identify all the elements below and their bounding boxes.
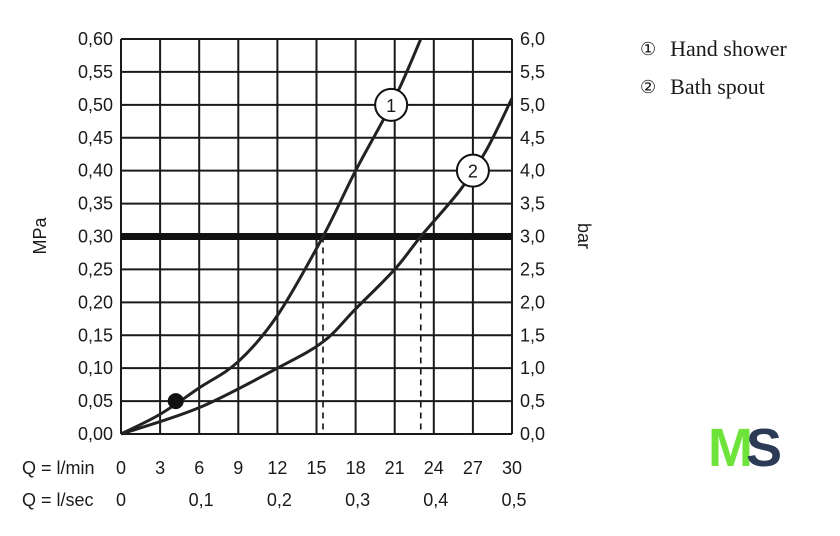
x2-tick-label: 0,4 bbox=[423, 490, 448, 510]
x-axis-label-lmin: Q = l/min bbox=[22, 458, 95, 478]
y-tick-label: 0,55 bbox=[78, 62, 113, 82]
y2-tick-label: 2,0 bbox=[520, 292, 545, 312]
curve-marker-1: 1 bbox=[374, 87, 409, 122]
logo-letter-s: S bbox=[746, 420, 782, 472]
y-tick-label: 0,50 bbox=[78, 95, 113, 115]
y2-tick-label: 1,5 bbox=[520, 325, 545, 345]
tick-labels-group: 0,000,050,100,150,200,250,300,350,400,45… bbox=[78, 29, 545, 510]
legend: ① Hand shower ② Bath spout bbox=[640, 30, 787, 106]
x-tick-label: 3 bbox=[155, 458, 165, 478]
legend-marker-1: ① bbox=[640, 38, 657, 60]
y2-tick-label: 4,0 bbox=[520, 161, 545, 181]
y2-tick-label: 6,0 bbox=[520, 29, 545, 49]
legend-marker-2: ② bbox=[640, 76, 657, 98]
x-tick-label: 24 bbox=[424, 458, 444, 478]
x2-tick-label: 0 bbox=[116, 490, 126, 510]
curve-marker-circle bbox=[455, 153, 490, 188]
x-tick-label: 15 bbox=[306, 458, 326, 478]
y-axis-label-right: bar bbox=[574, 223, 594, 249]
y-tick-label: 0,05 bbox=[78, 391, 113, 411]
curve-markers-group: 12 bbox=[374, 87, 490, 188]
flow-point bbox=[167, 393, 184, 410]
curve-marker-circle bbox=[374, 87, 409, 122]
y-tick-label: 0,35 bbox=[78, 194, 113, 214]
legend-item-hand-shower: ① Hand shower bbox=[640, 30, 787, 68]
y-axis-label-left: MPa bbox=[30, 217, 50, 255]
y-tick-label: 0,10 bbox=[78, 358, 113, 378]
x-axis-label-lsec: Q = l/sec bbox=[22, 490, 94, 510]
y2-tick-label: 1,0 bbox=[520, 358, 545, 378]
ms-logo: M S bbox=[708, 420, 782, 472]
y-tick-label: 0,20 bbox=[78, 292, 113, 312]
legend-item-bath-spout: ② Bath spout bbox=[640, 68, 787, 106]
curve-marker-label: 1 bbox=[386, 96, 396, 116]
x-tick-label: 18 bbox=[346, 458, 366, 478]
x-tick-label: 0 bbox=[116, 458, 126, 478]
y-tick-label: 0,60 bbox=[78, 29, 113, 49]
y-tick-label: 0,30 bbox=[78, 227, 113, 247]
y2-tick-label: 5,0 bbox=[520, 95, 545, 115]
legend-label-hand-shower: Hand shower bbox=[670, 36, 787, 61]
y-tick-label: 0,00 bbox=[78, 424, 113, 444]
y-tick-label: 0,15 bbox=[78, 325, 113, 345]
x2-tick-label: 0,2 bbox=[267, 490, 292, 510]
x-tick-label: 21 bbox=[385, 458, 405, 478]
y2-tick-label: 0,0 bbox=[520, 424, 545, 444]
y-tick-label: 0,45 bbox=[78, 128, 113, 148]
x2-tick-label: 0,5 bbox=[501, 490, 526, 510]
y2-tick-label: 0,5 bbox=[520, 391, 545, 411]
x-tick-label: 9 bbox=[233, 458, 243, 478]
y-tick-label: 0,40 bbox=[78, 161, 113, 181]
y2-tick-label: 3,0 bbox=[520, 227, 545, 247]
x-tick-label: 27 bbox=[463, 458, 483, 478]
y2-tick-label: 3,5 bbox=[520, 194, 545, 214]
y-tick-label: 0,25 bbox=[78, 259, 113, 279]
y2-tick-label: 4,5 bbox=[520, 128, 545, 148]
curve-marker-2: 2 bbox=[455, 153, 490, 188]
x-tick-label: 6 bbox=[194, 458, 204, 478]
y2-tick-label: 2,5 bbox=[520, 259, 545, 279]
x-tick-label: 12 bbox=[267, 458, 287, 478]
curve-marker-label: 2 bbox=[468, 162, 478, 182]
x2-tick-label: 0,3 bbox=[345, 490, 370, 510]
y2-tick-label: 5,5 bbox=[520, 62, 545, 82]
legend-label-bath-spout: Bath spout bbox=[670, 74, 765, 99]
logo-letter-m: M bbox=[708, 420, 753, 472]
x-tick-label: 30 bbox=[502, 458, 522, 478]
x2-tick-label: 0,1 bbox=[189, 490, 214, 510]
